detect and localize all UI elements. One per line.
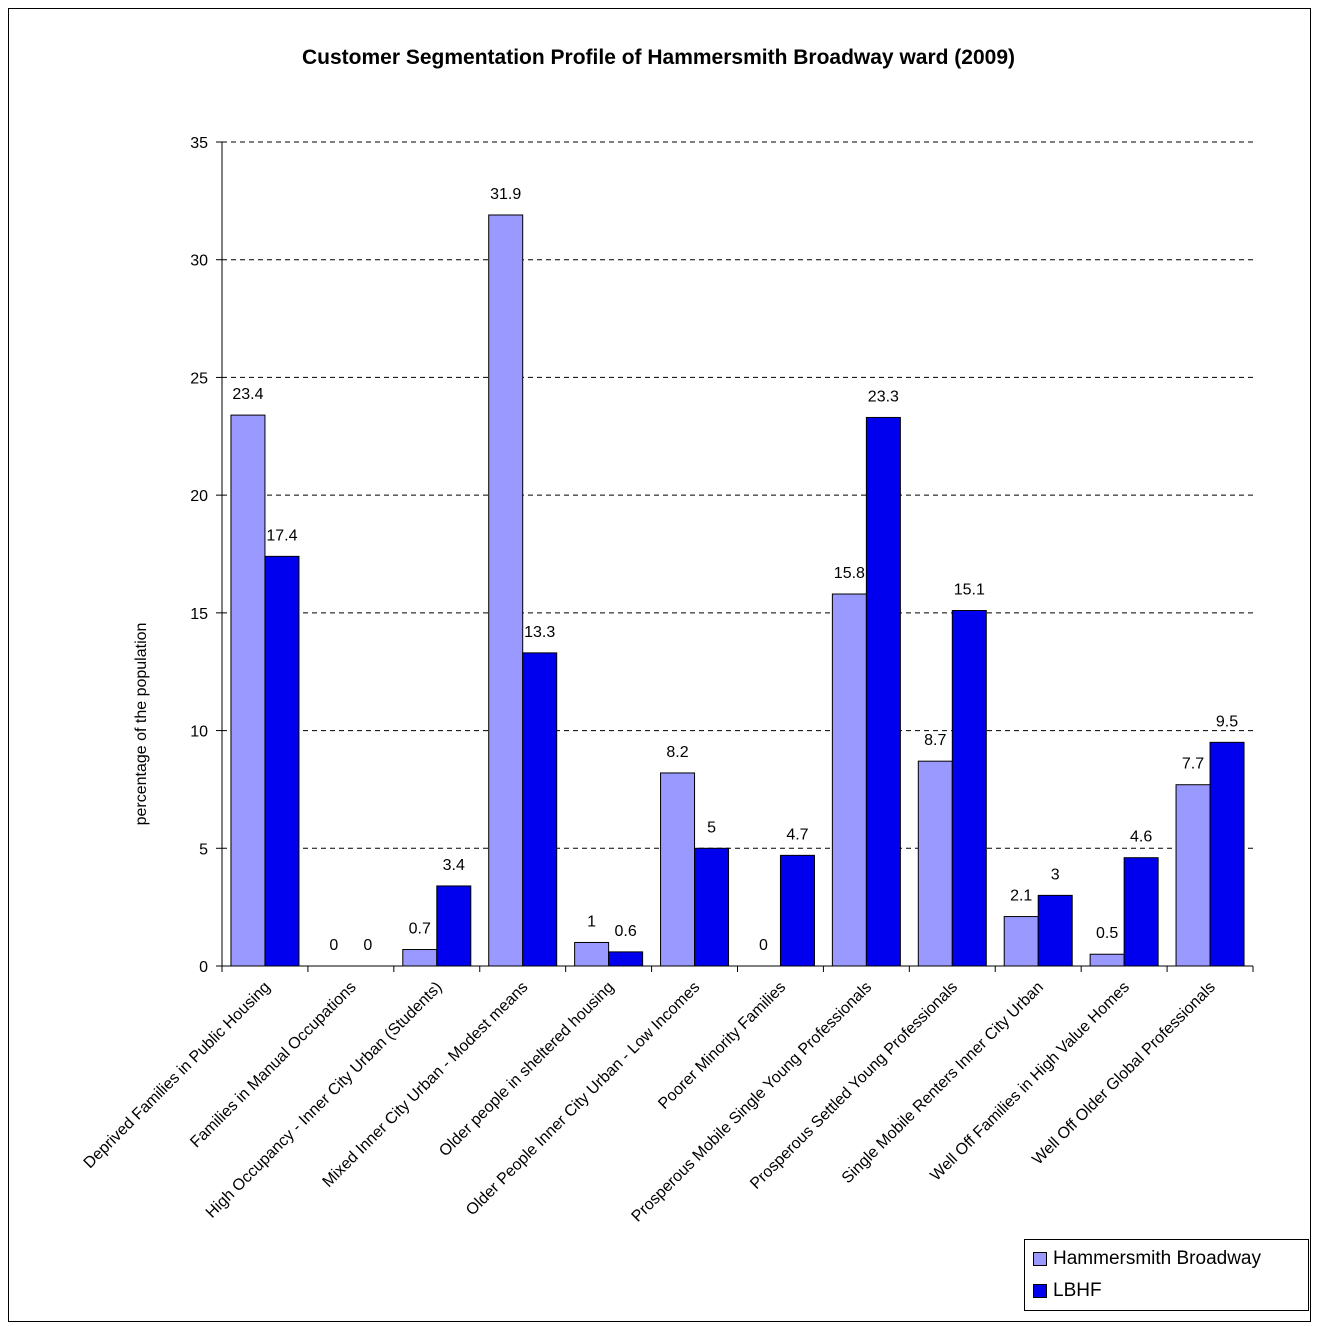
bar-lbhf — [694, 847, 730, 967]
bar-hammersmith — [488, 214, 524, 967]
data-label-hammersmith: 0 — [329, 937, 338, 954]
legend-swatch-hammersmith — [1033, 1252, 1047, 1266]
data-label-hammersmith: 0 — [759, 937, 768, 954]
bar-hammersmith — [1089, 953, 1125, 967]
data-label-hammersmith: 8.7 — [924, 732, 946, 749]
bar-lbhf — [436, 885, 472, 967]
bar-lbhf — [1037, 894, 1073, 967]
bar-hammersmith — [574, 941, 610, 967]
legend-item-hammersmith: Hammersmith Broadway — [1033, 1245, 1261, 1273]
y-tick-label: 15 — [190, 606, 208, 623]
data-label-lbhf: 9.5 — [1216, 713, 1238, 730]
data-label-hammersmith: 31.9 — [490, 186, 521, 203]
bar-hammersmith — [1003, 916, 1039, 967]
x-tick-label: Older people in sheltered housing — [436, 979, 617, 1160]
data-label-lbhf: 13.3 — [524, 624, 555, 641]
data-label-hammersmith: 15.8 — [834, 565, 865, 582]
y-axis-title: percentage of the population — [133, 623, 150, 826]
y-tick-label: 25 — [190, 370, 208, 387]
data-label-lbhf: 5 — [707, 819, 716, 836]
y-tick-label: 5 — [199, 841, 208, 858]
data-label-lbhf: 0.6 — [615, 923, 637, 940]
y-tick-label: 10 — [190, 724, 208, 741]
bar-lbhf — [779, 854, 815, 967]
legend-item-lbhf: LBHF — [1033, 1277, 1102, 1305]
data-label-hammersmith: 1 — [587, 913, 596, 930]
x-tick-label: Families in Manual Occupations — [187, 979, 359, 1151]
data-label-hammersmith: 0.7 — [409, 921, 431, 938]
legend-label-lbhf: LBHF — [1053, 1280, 1102, 1301]
data-label-hammersmith: 7.7 — [1182, 756, 1204, 773]
legend: Hammersmith Broadway LBHF — [1024, 1239, 1309, 1311]
bar-lbhf — [1123, 857, 1159, 967]
bar-hammersmith — [230, 414, 266, 967]
data-label-hammersmith: 0.5 — [1096, 925, 1118, 942]
chart-title: Customer Segmentation Profile of Hammers… — [301, 46, 1015, 69]
bar-lbhf — [1209, 741, 1245, 967]
bar-lbhf — [264, 555, 300, 967]
legend-label-hammersmith: Hammersmith Broadway — [1053, 1248, 1261, 1269]
data-label-lbhf: 0 — [363, 937, 372, 954]
y-tick-label: 0 — [199, 959, 208, 976]
bar-lbhf — [522, 652, 558, 967]
x-tick-label: Deprived Families in Public Housing — [81, 979, 274, 1172]
chart-frame — [8, 8, 1311, 1322]
data-label-hammersmith: 2.1 — [1010, 888, 1032, 905]
data-label-lbhf: 4.7 — [786, 826, 808, 843]
data-label-hammersmith: 8.2 — [666, 744, 688, 761]
y-tick-label: 35 — [190, 135, 208, 152]
data-label-lbhf: 17.4 — [266, 527, 297, 544]
x-tick-label: Well Off Older Global Professionals — [1029, 979, 1219, 1169]
legend-swatch-lbhf — [1033, 1284, 1047, 1298]
data-label-lbhf: 4.6 — [1130, 829, 1152, 846]
bar-lbhf — [951, 610, 987, 967]
bar-lbhf — [865, 416, 901, 967]
bar-lbhf — [608, 951, 644, 967]
bar-hammersmith — [1175, 784, 1211, 967]
y-tick-label: 20 — [190, 488, 208, 505]
x-tick-label: Well Off Families in High Value Homes — [927, 979, 1133, 1185]
data-label-lbhf: 15.1 — [954, 582, 985, 599]
bar-hammersmith — [917, 760, 953, 967]
y-tick-label: 30 — [190, 253, 208, 270]
bar-hammersmith — [831, 593, 867, 967]
bar-hammersmith — [660, 772, 696, 967]
data-label-lbhf: 3.4 — [443, 857, 465, 874]
data-label-lbhf: 3 — [1051, 866, 1060, 883]
data-label-lbhf: 23.3 — [868, 388, 899, 405]
data-label-hammersmith: 23.4 — [232, 386, 263, 403]
bar-hammersmith — [402, 949, 438, 967]
